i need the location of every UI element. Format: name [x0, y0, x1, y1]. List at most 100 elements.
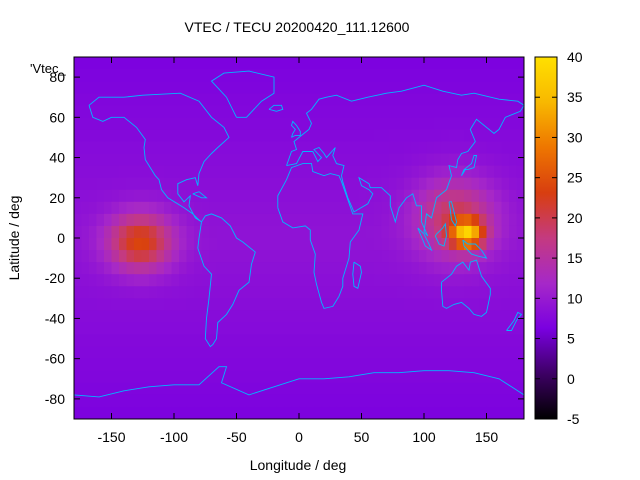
heatmap-cell	[96, 93, 105, 106]
heatmap-cell	[104, 250, 112, 263]
heatmap-cell	[501, 225, 510, 239]
heatmap-cell	[246, 250, 255, 263]
coastline	[73, 366, 525, 398]
heatmap-cell	[261, 370, 270, 384]
heatmap-cell	[179, 189, 187, 203]
heatmap-cell	[389, 105, 397, 118]
heatmap-cell	[74, 370, 82, 384]
heatmap-cell	[284, 57, 292, 70]
heatmap-cell	[291, 346, 300, 360]
heatmap-cell	[194, 57, 202, 70]
heatmap-cell	[246, 153, 255, 166]
heatmap-cell	[336, 250, 345, 263]
heatmap-cell	[471, 262, 480, 275]
heatmap-cell	[359, 225, 367, 239]
heatmap-cell	[231, 81, 240, 94]
heatmap-cell	[374, 141, 382, 154]
heatmap-cell	[299, 93, 307, 106]
heatmap-cell	[449, 274, 457, 287]
heatmap-cell	[149, 105, 157, 118]
heatmap-cell	[74, 298, 82, 311]
heatmap-cell	[411, 117, 420, 130]
heatmap-cell	[186, 382, 195, 396]
heatmap-cell	[164, 57, 172, 70]
heatmap-cell	[254, 250, 262, 263]
heatmap-cell	[501, 189, 510, 203]
heatmap-cell	[471, 250, 480, 263]
heatmap-cell	[186, 153, 195, 166]
heatmap-cell	[336, 201, 345, 215]
heatmap-cell	[194, 129, 202, 142]
heatmap-cell	[441, 394, 450, 408]
heatmap-cell	[479, 322, 487, 335]
heatmap-cell	[111, 322, 120, 335]
heatmap-cell	[134, 57, 142, 70]
heatmap-cell	[126, 177, 135, 191]
coastline	[290, 120, 301, 138]
heatmap-cell	[156, 262, 165, 275]
heatmap-cell	[404, 262, 412, 275]
colorbar-tick-label: 30	[567, 129, 583, 145]
heatmap-cell	[456, 69, 465, 82]
heatmap-cell	[396, 129, 405, 142]
heatmap-cell	[156, 358, 165, 372]
heatmap-cell	[134, 153, 142, 166]
heatmap-cell	[209, 117, 217, 130]
heatmap-cell	[164, 238, 172, 251]
heatmap-cell	[449, 250, 457, 263]
heatmap-cell	[426, 177, 435, 191]
heatmap-cell	[306, 298, 315, 311]
heatmap-cell	[284, 334, 292, 347]
heatmap-cell	[276, 213, 285, 227]
heatmap-cell	[404, 406, 412, 420]
heatmap-cell	[171, 250, 180, 263]
heatmap-cell	[509, 117, 517, 130]
heatmap-cell	[344, 238, 352, 251]
heatmap-cell	[374, 225, 382, 239]
heatmap-cell	[171, 93, 180, 106]
heatmap-cell	[336, 81, 345, 94]
heatmap-cell	[306, 189, 315, 203]
heatmap-cell	[329, 201, 337, 215]
heatmap-cell	[456, 382, 465, 396]
heatmap-cell	[126, 57, 135, 70]
heatmap-cell	[404, 382, 412, 396]
heatmap-cell	[246, 406, 255, 420]
heatmap-cell	[141, 201, 150, 215]
heatmap-cell	[209, 238, 217, 251]
heatmap-cell	[366, 93, 375, 106]
heatmap-cell	[164, 105, 172, 118]
heatmap-cell	[224, 346, 232, 360]
heatmap-cell	[186, 105, 195, 118]
heatmap-cell	[156, 105, 165, 118]
heatmap-cell	[509, 153, 517, 166]
x-tick-label: -50	[226, 429, 246, 445]
heatmap-cell	[374, 250, 382, 263]
heatmap-cell	[141, 310, 150, 323]
heatmap-cell	[351, 129, 360, 142]
heatmap-cell	[141, 298, 150, 311]
heatmap-cell	[389, 93, 397, 106]
heatmap-cell	[344, 406, 352, 420]
heatmap-cell	[374, 310, 382, 323]
heatmap-cell	[171, 406, 180, 420]
heatmap-cell	[314, 153, 322, 166]
heatmap-cell	[156, 153, 165, 166]
heatmap-cell	[516, 322, 525, 335]
heatmap-cell	[449, 310, 457, 323]
heatmap-cell	[111, 69, 120, 82]
heatmap-cell	[494, 189, 502, 203]
heatmap-cell	[426, 93, 435, 106]
heatmap-cell	[479, 370, 487, 384]
heatmap-cell	[134, 274, 142, 287]
heatmap-cell	[411, 93, 420, 106]
heatmap-cell	[164, 346, 172, 360]
heatmap-cell	[396, 274, 405, 287]
heatmap-cell	[494, 57, 502, 70]
heatmap-cell	[494, 334, 502, 347]
heatmap-cell	[419, 105, 427, 118]
heatmap-cell	[246, 394, 255, 408]
heatmap-cell	[389, 225, 397, 239]
heatmap-cell	[104, 129, 112, 142]
heatmap-cell	[126, 394, 135, 408]
